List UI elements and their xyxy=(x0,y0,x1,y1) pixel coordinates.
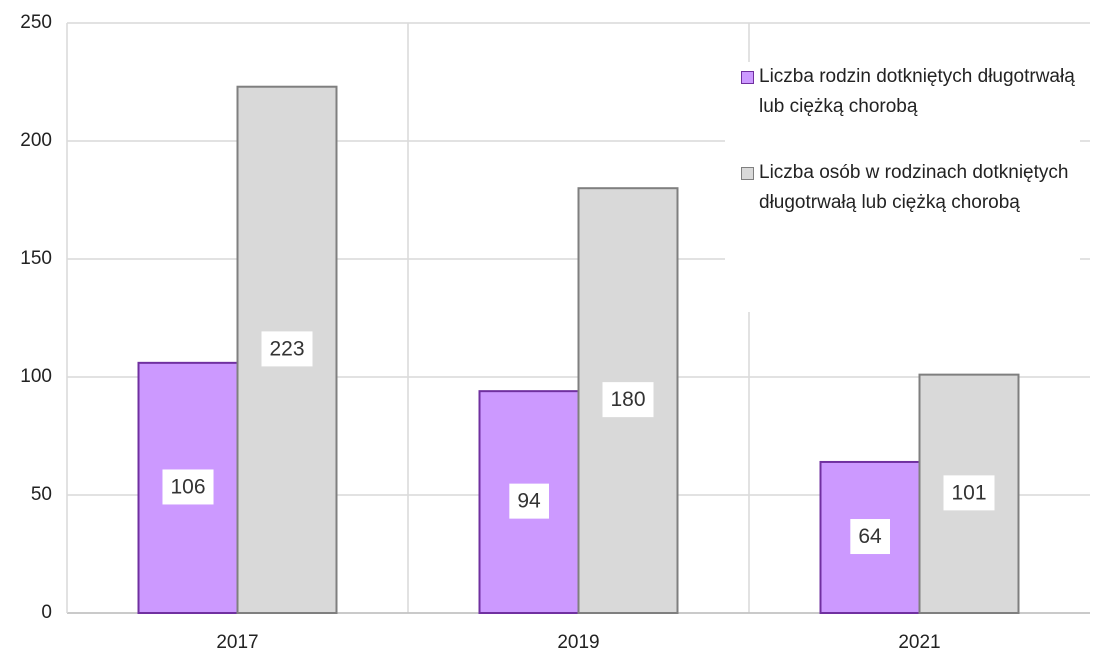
value-label: 106 xyxy=(170,475,205,498)
legend-label: Liczba osób w rodzinach dotkniętych dług… xyxy=(759,162,1069,213)
legend-swatch xyxy=(741,167,754,180)
y-tick-label: 0 xyxy=(41,602,52,623)
y-tick-label: 200 xyxy=(20,130,52,151)
value-label-box xyxy=(943,475,995,511)
value-label-box xyxy=(602,382,654,418)
legend-item: Liczba osób w rodzinach dotkniętych dług… xyxy=(737,158,1080,218)
legend-swatch xyxy=(741,71,754,84)
value-label: 64 xyxy=(858,525,882,548)
y-tick-label: 50 xyxy=(31,484,52,505)
legend-item: Liczba rodzin dotkniętych długotrwałą lu… xyxy=(737,62,1080,122)
value-label-box xyxy=(261,331,313,367)
value-label-box xyxy=(509,483,549,519)
value-label: 101 xyxy=(951,481,986,504)
y-tick-label: 250 xyxy=(20,12,52,33)
value-label: 180 xyxy=(610,388,645,411)
x-tick-label: 2019 xyxy=(557,632,599,652)
value-label-box xyxy=(162,469,214,505)
legend-label: Liczba rodzin dotkniętych długotrwałą lu… xyxy=(759,66,1075,117)
x-tick-label: 2021 xyxy=(898,632,940,652)
y-tick-label: 150 xyxy=(20,248,52,269)
x-tick-label: 2017 xyxy=(216,632,258,652)
bar xyxy=(819,460,921,614)
value-label: 223 xyxy=(269,337,304,360)
value-label-box xyxy=(850,519,890,555)
y-tick-label: 100 xyxy=(20,366,52,387)
legend: Liczba rodzin dotkniętych długotrwałą lu… xyxy=(725,62,1080,312)
value-label: 94 xyxy=(517,490,541,513)
